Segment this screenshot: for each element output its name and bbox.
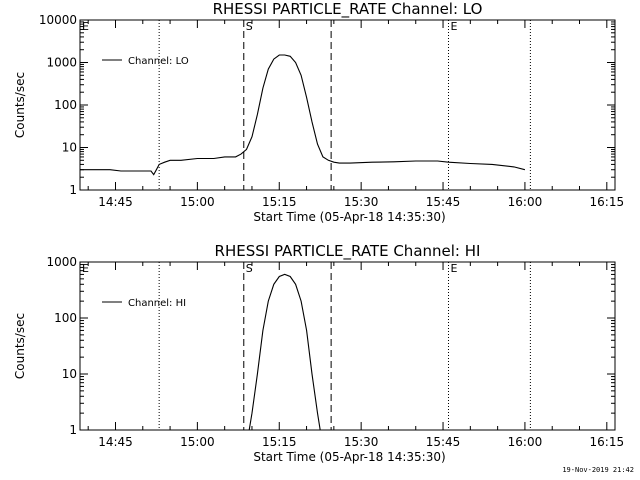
y-tick-label: 10	[62, 367, 77, 381]
chart-panel-2: RHESSI PARTICLE_RATE Channel: HI 14:45 15:…	[13, 242, 624, 464]
x-tick-label: 16:00	[508, 195, 543, 209]
x-tick-label: 16:15	[590, 435, 625, 449]
x-tick-label: 15:00	[180, 195, 215, 209]
y-tick-label: 10000	[39, 13, 77, 27]
x-tick-label: 15:45	[426, 435, 461, 449]
x-axis-label: Start Time (05-Apr-18 14:35:30)	[253, 210, 445, 224]
marker-label: E	[450, 262, 457, 275]
x-tick-label: 15:30	[344, 435, 379, 449]
y-tick-label: 1	[69, 183, 77, 197]
marker-label: E	[450, 20, 457, 33]
y-tick-label: 1	[69, 423, 77, 437]
x-tick-label: 16:15	[590, 195, 625, 209]
y-axis-label: Counts/sec	[13, 313, 27, 379]
x-tick-label: 15:30	[344, 195, 379, 209]
x-axis-label: Start Time (05-Apr-18 14:35:30)	[253, 450, 445, 464]
y-tick-label: 100	[54, 311, 77, 325]
y-tick-label: 1000	[46, 255, 77, 269]
marker-label: E	[82, 262, 89, 275]
x-tick-label: 14:45	[98, 195, 133, 209]
marker-label: S	[246, 20, 253, 33]
chart-title: RHESSI PARTICLE_RATE Channel: LO	[213, 0, 483, 19]
legend-label: Channel: HI	[128, 298, 186, 309]
marker-label: E	[82, 20, 89, 33]
x-tick-label: 14:45	[98, 435, 133, 449]
chart-title: RHESSI PARTICLE_RATE Channel: HI	[215, 242, 481, 261]
y-tick-label: 1000	[46, 56, 77, 70]
series-line	[80, 54, 526, 176]
x-tick-label: 15:00	[180, 435, 215, 449]
legend-label: Channel: LO	[128, 56, 189, 67]
x-tick-label: 15:45	[426, 195, 461, 209]
y-tick-label: 100	[54, 98, 77, 112]
x-tick-label: 15:15	[262, 435, 297, 449]
y-axis-label: Counts/sec	[13, 72, 27, 138]
timestamp: 19-Nov-2019 21:42	[562, 466, 634, 474]
x-tick-label: 16:00	[508, 435, 543, 449]
y-tick-label: 10	[62, 141, 77, 155]
x-tick-label: 15:15	[262, 195, 297, 209]
chart-panel-1: RHESSI PARTICLE_RATE Channel: LO 14:45 15:…	[13, 0, 624, 224]
marker-label: S	[246, 262, 253, 275]
series-line	[248, 273, 321, 431]
plot-frame	[79, 261, 616, 431]
